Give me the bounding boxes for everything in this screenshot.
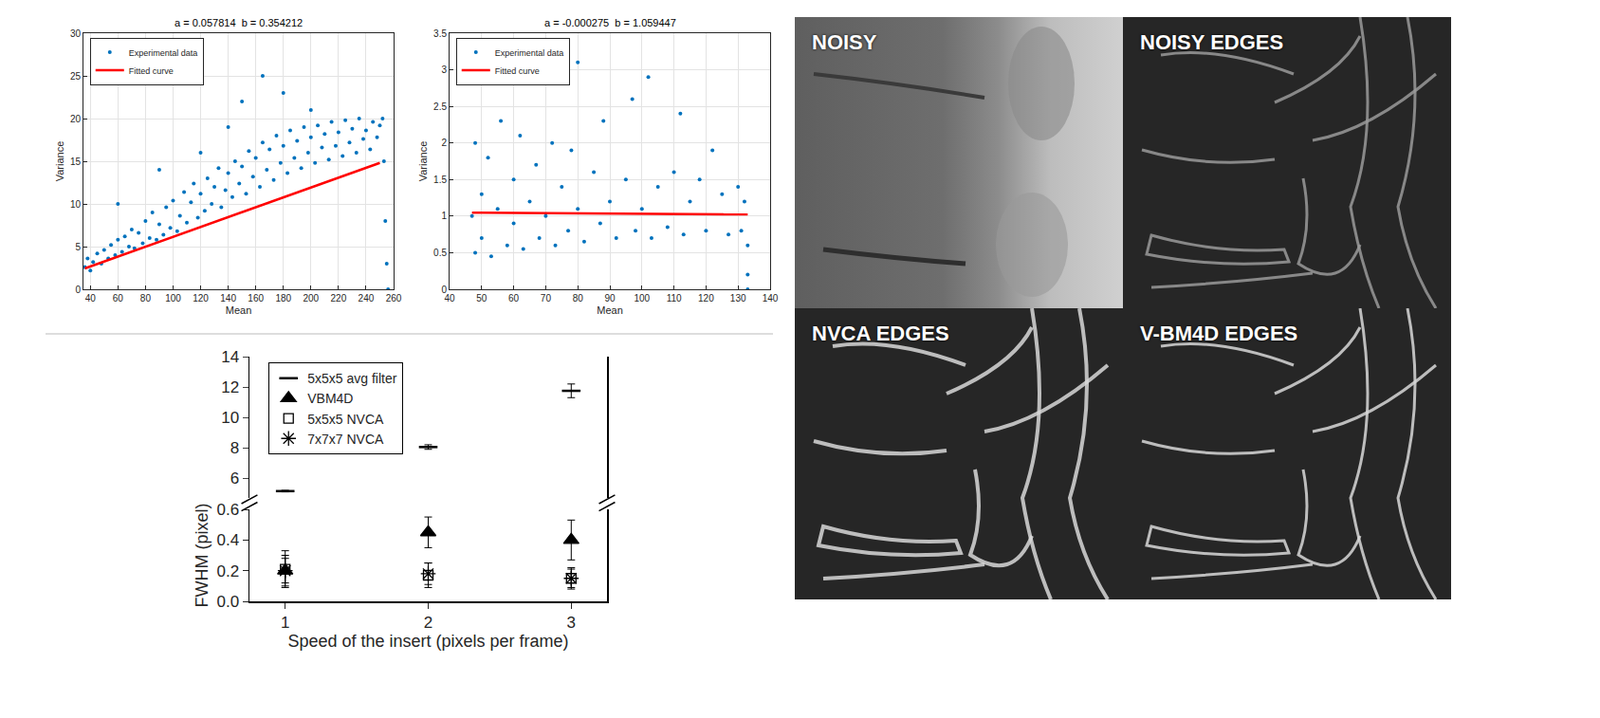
svg-text:60: 60 xyxy=(112,293,125,304)
svg-text:60: 60 xyxy=(508,293,520,304)
svg-text:120: 120 xyxy=(192,293,209,304)
svg-text:15: 15 xyxy=(70,156,82,167)
svg-text:80: 80 xyxy=(140,293,152,304)
svg-text:7x7x7 NVCA: 7x7x7 NVCA xyxy=(307,431,385,447)
svg-text:Fitted curve: Fitted curve xyxy=(128,66,174,76)
svg-text:2.5: 2.5 xyxy=(433,101,447,112)
svg-text:130: 130 xyxy=(730,293,747,304)
svg-text:0: 0 xyxy=(441,284,447,295)
svg-text:40: 40 xyxy=(85,293,97,304)
svg-text:8: 8 xyxy=(230,439,240,458)
svg-text:10: 10 xyxy=(220,408,240,427)
svg-text:1.5: 1.5 xyxy=(433,174,447,185)
svg-text:Speed of the insert (pixels pe: Speed of the insert (pixels per frame) xyxy=(287,631,569,651)
svg-text:220: 220 xyxy=(331,293,348,304)
svg-text:FWHM (pixel): FWHM (pixel) xyxy=(192,503,212,608)
svg-text:240: 240 xyxy=(358,293,375,304)
svg-text:260: 260 xyxy=(386,293,403,304)
svg-text:90: 90 xyxy=(604,293,616,304)
svg-text:70: 70 xyxy=(540,293,552,304)
svg-text:1: 1 xyxy=(441,210,447,221)
svg-text:0.2: 0.2 xyxy=(216,562,240,581)
svg-text:2: 2 xyxy=(423,613,433,632)
svg-text:30: 30 xyxy=(70,28,82,39)
svg-text:0.0: 0.0 xyxy=(216,592,240,611)
svg-text:140: 140 xyxy=(762,293,779,304)
svg-text:0: 0 xyxy=(74,284,81,295)
svg-text:120: 120 xyxy=(698,293,715,304)
svg-text:Fitted curve: Fitted curve xyxy=(495,66,540,76)
html-text:NOISY: NOISY xyxy=(811,30,877,55)
svg-text:100: 100 xyxy=(165,293,182,304)
svg-text:140: 140 xyxy=(220,293,237,304)
svg-text:0.6: 0.6 xyxy=(216,500,240,519)
svg-text:110: 110 xyxy=(666,293,682,304)
svg-text:3: 3 xyxy=(441,64,447,75)
svg-text:3.5: 3.5 xyxy=(433,28,447,39)
svg-text:200: 200 xyxy=(302,293,319,304)
svg-text:a = 0.057814 b = 0.354212: a = 0.057814 b = 0.354212 xyxy=(174,17,303,29)
svg-text:Variance: Variance xyxy=(417,141,429,183)
svg-text:1: 1 xyxy=(280,613,290,632)
svg-text:40: 40 xyxy=(443,293,456,304)
svg-text:180: 180 xyxy=(275,293,292,304)
svg-text:14: 14 xyxy=(220,348,240,367)
svg-text:Experimental data: Experimental data xyxy=(128,48,199,58)
svg-text:80: 80 xyxy=(572,293,585,304)
svg-text:a = -0.000275 b = 1.059447: a = -0.000275 b = 1.059447 xyxy=(544,17,677,29)
svg-text:5x5x5 NVCA: 5x5x5 NVCA xyxy=(307,411,385,427)
svg-text:20: 20 xyxy=(70,113,82,125)
svg-text:5x5x5 avg filter: 5x5x5 avg filter xyxy=(307,370,397,387)
svg-text:Experimental data: Experimental data xyxy=(495,48,565,58)
svg-text:0.4: 0.4 xyxy=(216,531,240,550)
html-text:NOISY EDGES: NOISY EDGES xyxy=(1140,30,1284,55)
svg-text:10: 10 xyxy=(70,199,82,210)
svg-text:5: 5 xyxy=(74,241,81,253)
svg-text:2: 2 xyxy=(441,137,447,148)
svg-text:12: 12 xyxy=(220,378,240,397)
svg-text:25: 25 xyxy=(70,71,82,82)
html-text:NVCA EDGES: NVCA EDGES xyxy=(811,321,950,346)
html-text:V-BM4D EDGES: V-BM4D EDGES xyxy=(1140,321,1298,346)
svg-text:100: 100 xyxy=(633,293,650,304)
svg-text:160: 160 xyxy=(247,293,264,304)
svg-text:VBM4D: VBM4D xyxy=(307,390,353,406)
svg-text:6: 6 xyxy=(230,469,240,488)
svg-text:50: 50 xyxy=(476,293,488,304)
svg-text:Mean: Mean xyxy=(596,304,624,316)
svg-text:Variance: Variance xyxy=(54,141,66,183)
svg-text:3: 3 xyxy=(567,613,576,632)
svg-text:0.5: 0.5 xyxy=(433,247,447,258)
svg-text:Mean: Mean xyxy=(225,304,253,316)
